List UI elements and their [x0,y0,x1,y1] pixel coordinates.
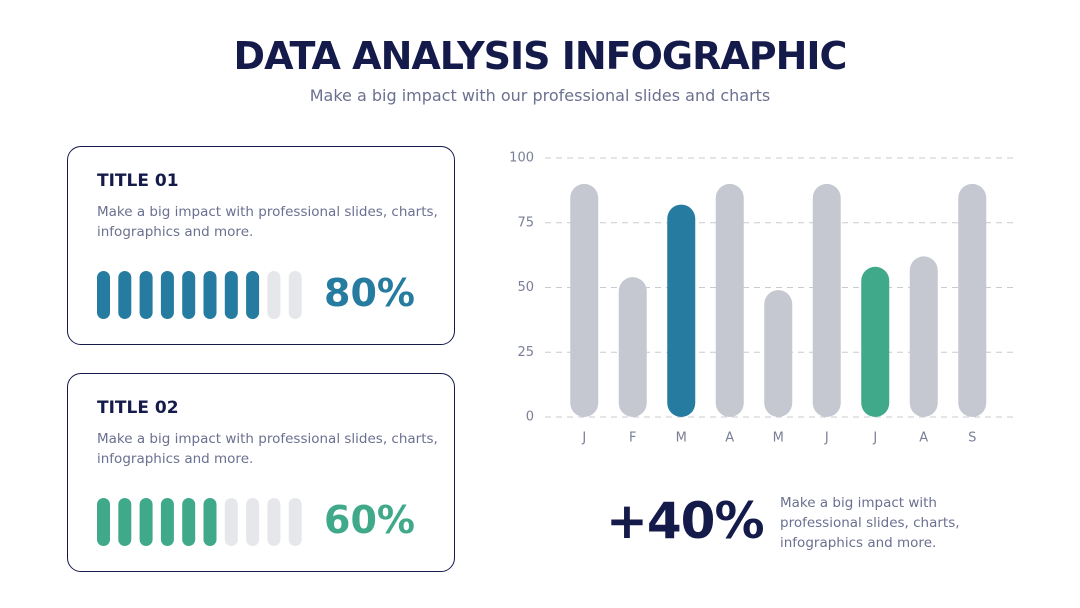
card-value: 60% [324,498,415,542]
bar [618,277,647,417]
page-subtitle: Make a big impact with our professional … [309,86,771,105]
progress-segment-filled [160,271,174,319]
progress-segment-empty [246,498,260,546]
y-tick-label: 50 [517,280,534,295]
x-tick-label: J [872,431,877,446]
card-text: Make a big impact with professional slid… [97,204,438,240]
bar [958,183,987,417]
progress-segment-filled [97,271,110,319]
bar [667,204,696,417]
progress-segment-empty [288,271,302,319]
progress [97,271,302,319]
y-tick-label: 75 [517,215,534,230]
card: TITLE 01 Make a big impact with professi… [67,146,455,345]
x-tick-label: M [676,431,687,446]
bar [764,290,793,417]
progress [97,498,302,546]
bar [570,183,599,417]
progress-segment-filled [118,498,132,546]
x-tick-label: A [919,431,928,446]
bar [861,266,890,417]
bar [909,256,938,417]
x-tick-label: A [725,431,734,446]
progress-segment-filled [160,498,174,546]
progress-segment-filled [182,498,196,546]
progress-segment-filled [118,271,132,319]
progress-segment-filled [246,271,260,319]
progress-segment-filled [203,498,217,546]
progress-segment-filled [139,271,153,319]
card-title: TITLE 02 [97,398,179,418]
x-tick-label: J [824,431,829,446]
bar [715,183,744,417]
progress-segment-filled [182,271,196,319]
bar [812,183,841,417]
progress-segment-empty [267,271,281,319]
x-tick-label: M [773,431,784,446]
y-tick-label: 0 [526,410,534,425]
y-tick-label: 100 [509,151,534,166]
card-text: Make a big impact with professional slid… [97,431,438,467]
card-value: 80% [324,271,415,315]
progress-segment-filled [139,498,153,546]
stat-text: Make a big impact with professional slid… [780,495,960,551]
progress-segment-empty [288,498,302,546]
progress-segment-filled [224,271,238,319]
progress-segment-empty [224,498,238,546]
progress-segment-filled [203,271,217,319]
progress-segment-empty [267,498,281,546]
progress-segment-filled [97,498,110,546]
card-title: TITLE 01 [97,171,179,191]
stat-value: +40% [606,492,765,550]
page-title: DATA ANALYSIS INFOGRAPHIC [233,34,848,78]
card: TITLE 02 Make a big impact with professi… [67,373,455,572]
y-tick-label: 25 [517,345,534,360]
x-tick-label: F [629,431,636,446]
x-tick-label: J [581,431,586,446]
x-tick-label: S [968,431,976,446]
